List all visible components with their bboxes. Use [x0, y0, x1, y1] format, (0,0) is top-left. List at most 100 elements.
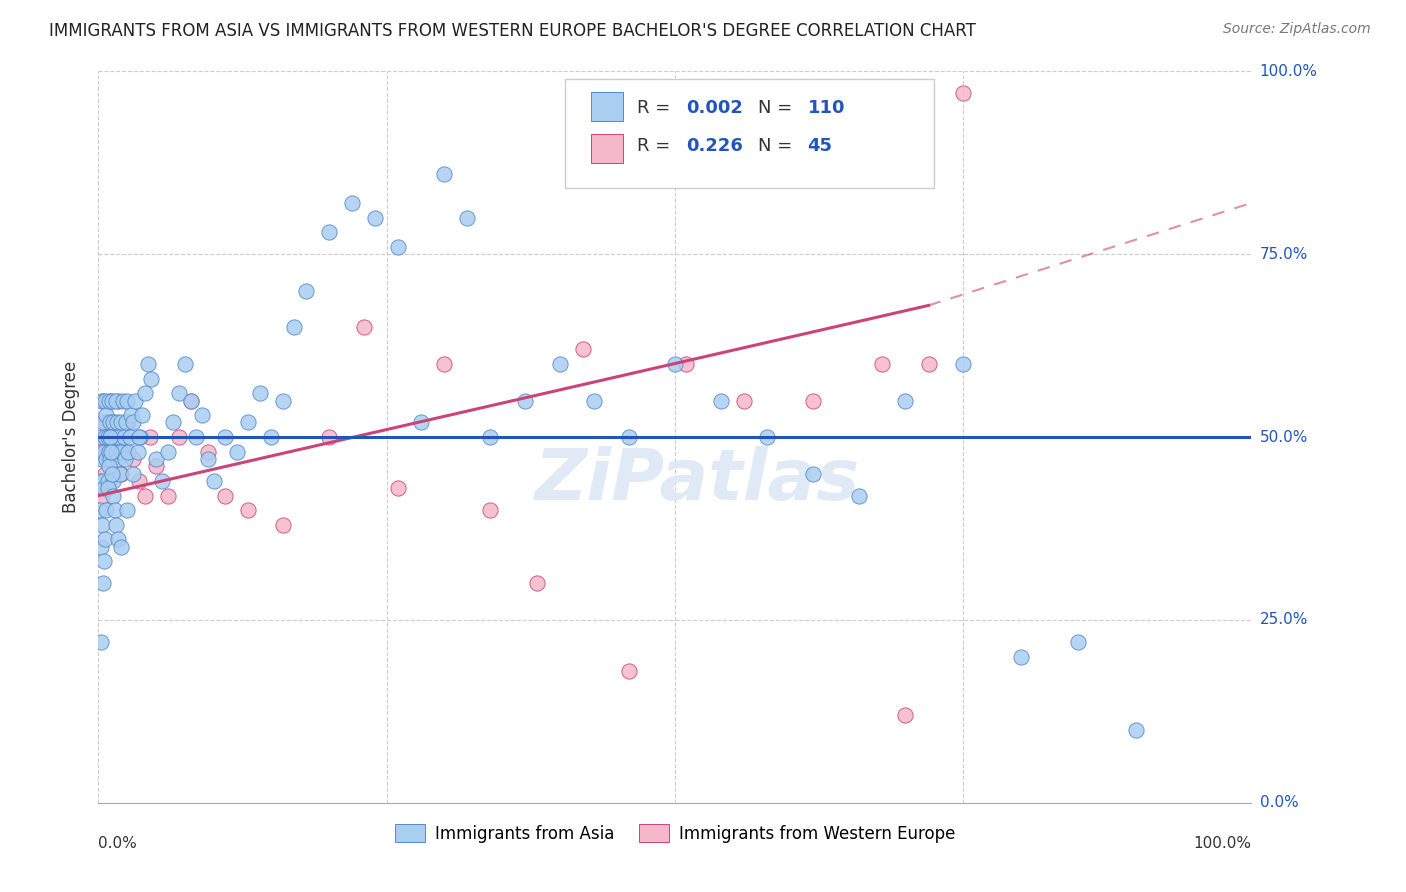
- Point: [112, 430, 135, 444]
- Point: [118, 430, 141, 444]
- Point: [104, 393, 127, 408]
- Point: [733, 393, 755, 408]
- Point: [90, 452, 112, 467]
- Point: [89, 474, 111, 488]
- Point: [120, 408, 142, 422]
- Point: [105, 416, 128, 430]
- Point: [136, 357, 159, 371]
- Point: [96, 408, 118, 422]
- Point: [186, 430, 208, 444]
- Point: [97, 481, 120, 495]
- Point: [456, 211, 478, 225]
- Text: N =: N =: [758, 137, 797, 155]
- Point: [98, 416, 121, 430]
- Point: [295, 284, 318, 298]
- Point: [571, 343, 593, 357]
- Point: [167, 386, 190, 401]
- Text: 25.0%: 25.0%: [1260, 613, 1308, 627]
- Point: [93, 430, 115, 444]
- Point: [214, 489, 236, 503]
- Point: [94, 467, 117, 481]
- Point: [134, 386, 156, 401]
- Point: [97, 430, 120, 444]
- Text: R =: R =: [637, 99, 676, 117]
- Point: [90, 635, 112, 649]
- Point: [90, 393, 112, 408]
- Point: [583, 393, 606, 408]
- Bar: [591, 93, 623, 121]
- Point: [100, 393, 122, 408]
- Text: 100.0%: 100.0%: [1260, 64, 1317, 78]
- Point: [101, 444, 124, 458]
- Point: [117, 444, 139, 458]
- Point: [103, 416, 125, 430]
- Point: [89, 503, 111, 517]
- Point: [124, 393, 146, 408]
- Point: [91, 576, 114, 591]
- Text: 0.0%: 0.0%: [98, 836, 138, 851]
- Point: [617, 664, 640, 678]
- Point: [675, 357, 697, 371]
- Point: [104, 430, 127, 444]
- Point: [134, 489, 156, 503]
- Point: [89, 474, 111, 488]
- Point: [96, 503, 118, 517]
- Point: [101, 467, 124, 481]
- Text: 0.002: 0.002: [686, 99, 744, 117]
- Point: [162, 416, 184, 430]
- Point: [103, 430, 125, 444]
- Point: [127, 444, 149, 458]
- Point: [128, 430, 150, 444]
- Point: [364, 211, 387, 225]
- Point: [90, 489, 112, 503]
- Text: 0.226: 0.226: [686, 137, 744, 155]
- Point: [94, 533, 117, 547]
- Point: [97, 444, 120, 458]
- Point: [260, 430, 283, 444]
- Point: [129, 430, 152, 444]
- Point: [101, 393, 124, 408]
- Point: [91, 474, 114, 488]
- Point: [110, 467, 132, 481]
- Point: [1125, 723, 1147, 737]
- Point: [318, 430, 340, 444]
- Point: [197, 452, 219, 467]
- Point: [114, 452, 136, 467]
- Point: [96, 452, 118, 467]
- Point: [93, 444, 115, 458]
- Point: [197, 444, 219, 458]
- Point: [917, 357, 939, 371]
- Text: 45: 45: [807, 137, 832, 155]
- Text: ZiPatlas: ZiPatlas: [536, 447, 860, 516]
- Point: [117, 393, 139, 408]
- Point: [97, 393, 120, 408]
- Point: [411, 416, 433, 430]
- Point: [214, 430, 236, 444]
- Point: [110, 467, 132, 481]
- Point: [103, 416, 125, 430]
- Point: [90, 430, 112, 444]
- Text: 0.0%: 0.0%: [1260, 796, 1298, 810]
- Point: [111, 393, 134, 408]
- Bar: [591, 134, 623, 163]
- Point: [104, 444, 127, 458]
- Text: 75.0%: 75.0%: [1260, 247, 1308, 261]
- Point: [107, 533, 129, 547]
- Text: 50.0%: 50.0%: [1260, 430, 1308, 444]
- Text: N =: N =: [758, 99, 797, 117]
- Point: [952, 357, 974, 371]
- Point: [122, 416, 145, 430]
- Point: [548, 357, 571, 371]
- Point: [1010, 649, 1032, 664]
- Point: [122, 467, 145, 481]
- Point: [131, 408, 153, 422]
- Point: [617, 430, 640, 444]
- Point: [117, 416, 139, 430]
- Point: [387, 481, 409, 495]
- Point: [107, 452, 129, 467]
- Point: [202, 474, 225, 488]
- Point: [97, 474, 120, 488]
- Point: [94, 430, 117, 444]
- Point: [353, 320, 375, 334]
- Legend: Immigrants from Asia, Immigrants from Western Europe: Immigrants from Asia, Immigrants from We…: [388, 818, 962, 849]
